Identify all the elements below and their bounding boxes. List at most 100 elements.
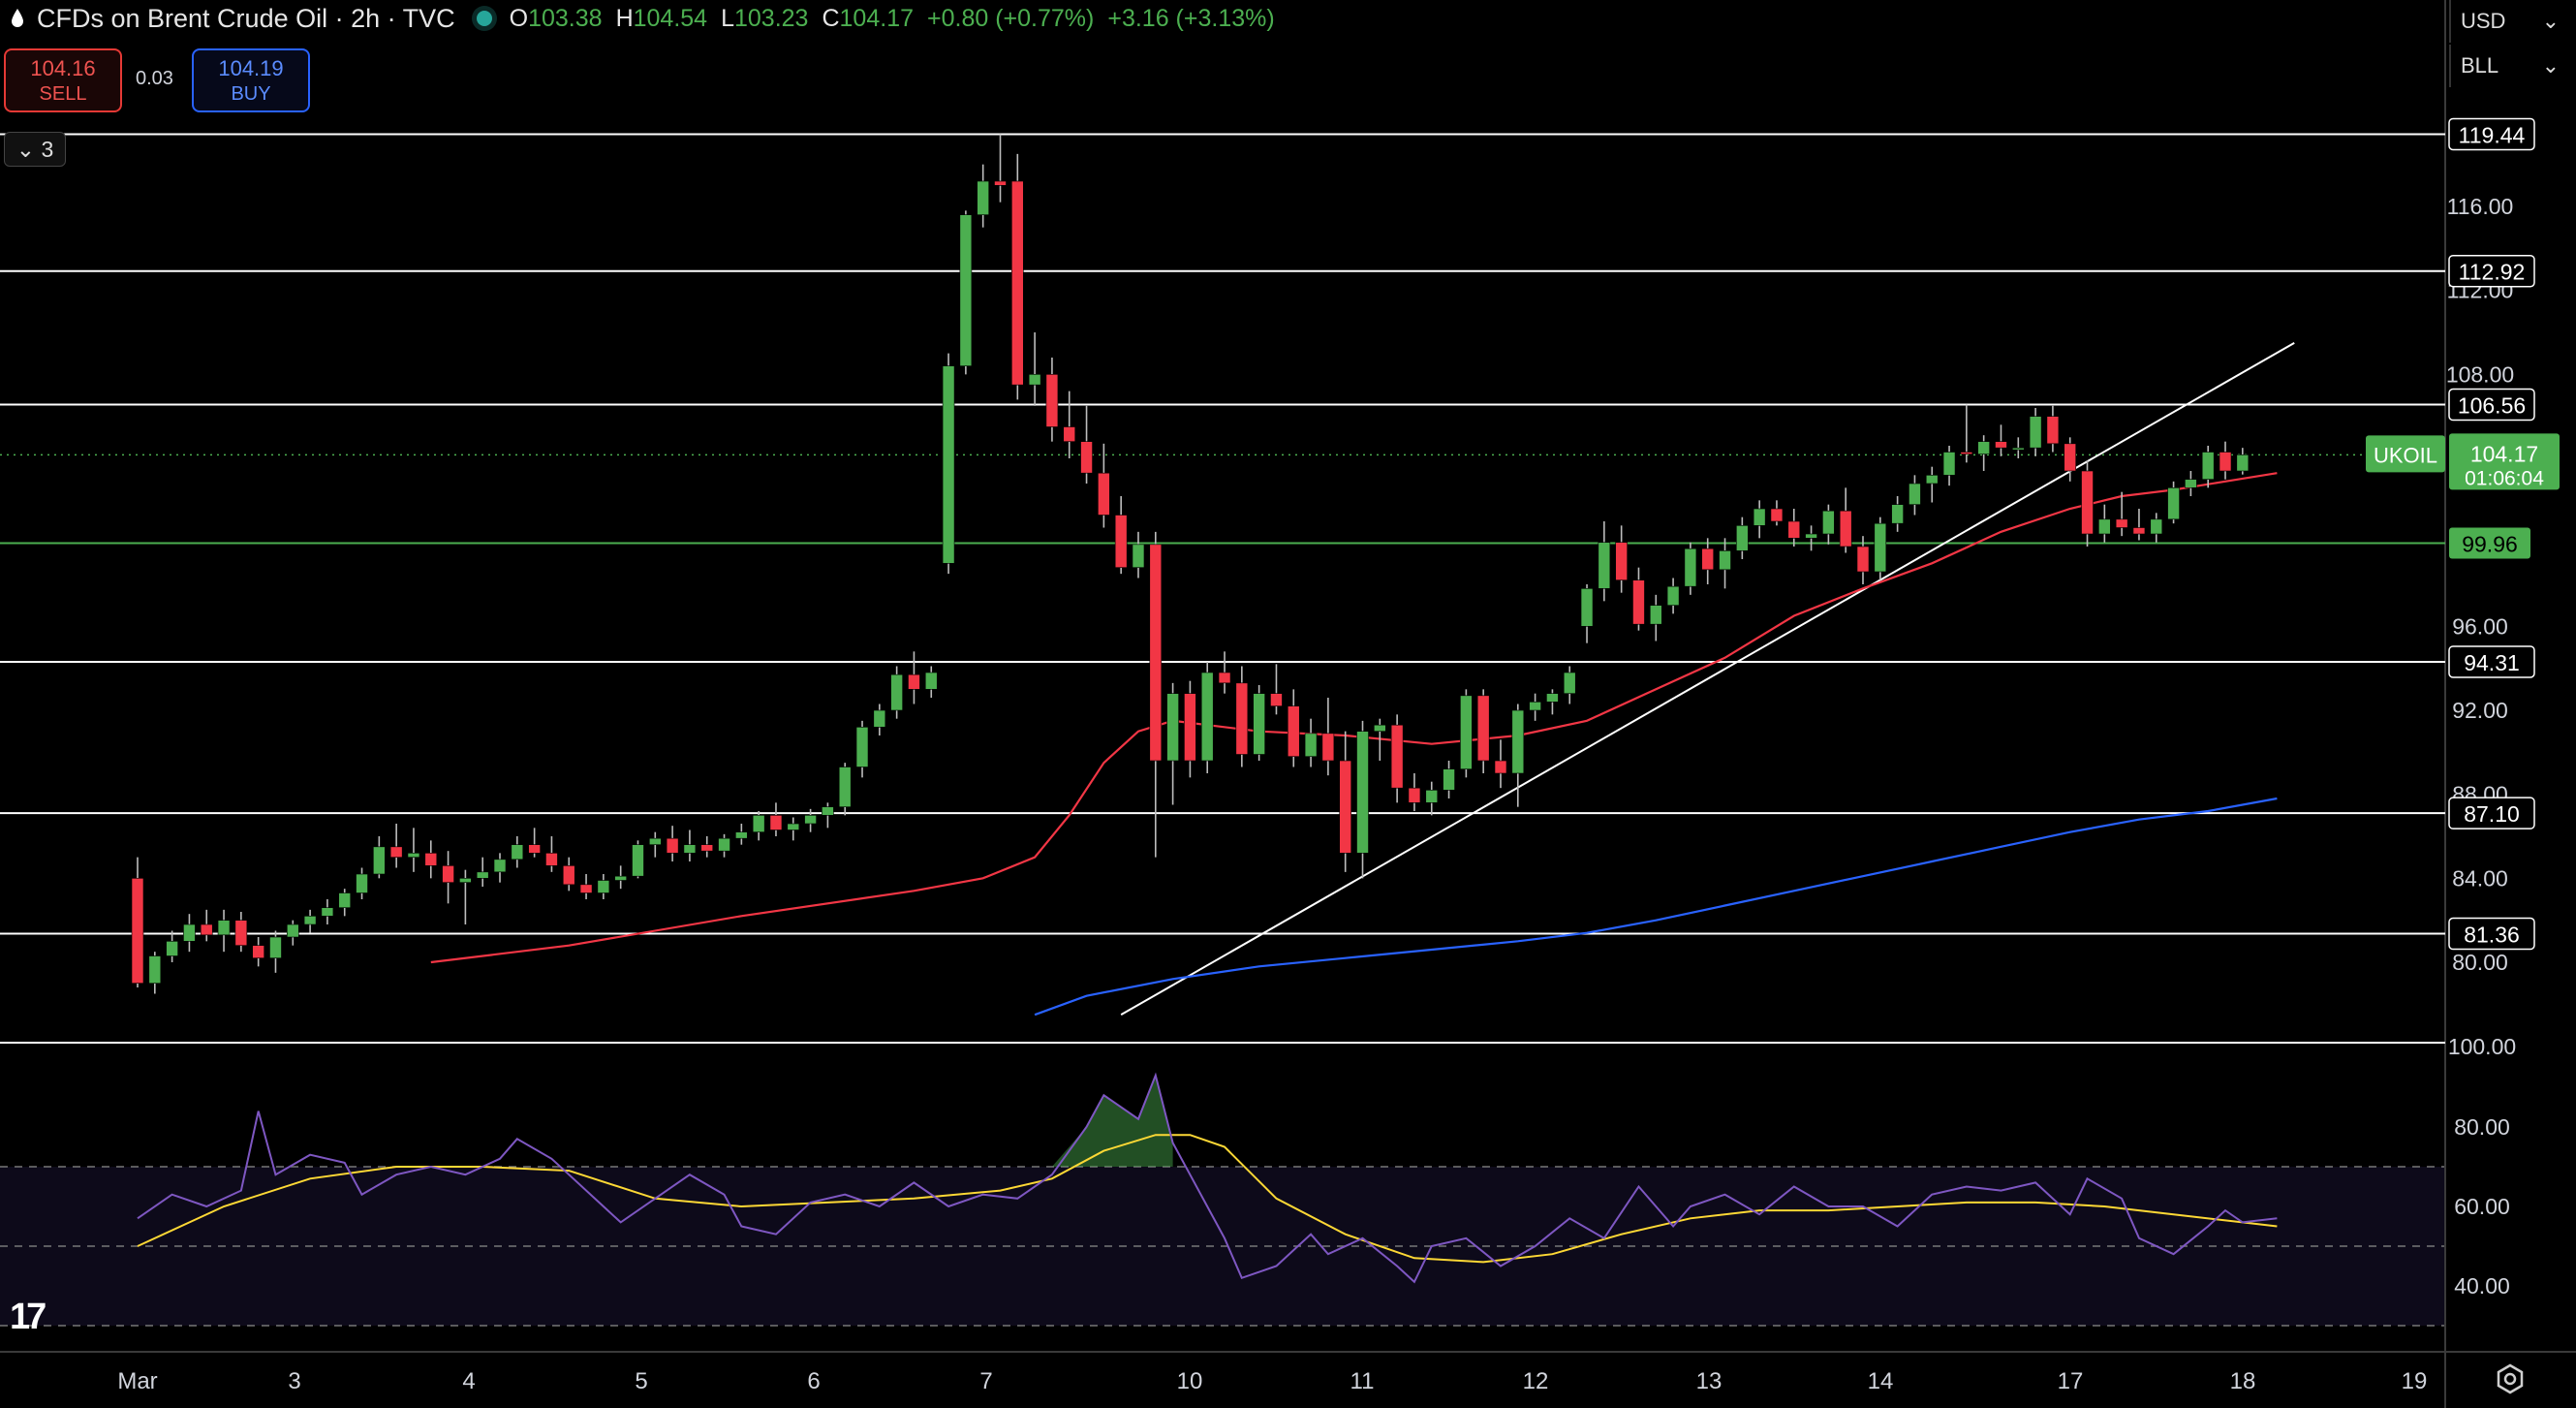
price-tick-label: 116.00	[2447, 194, 2514, 219]
symbol-tag-box	[2366, 435, 2445, 473]
main-pane	[131, 134, 2295, 1017]
candle	[838, 767, 852, 807]
sell-label: SELL	[39, 83, 87, 105]
low-value: 103.23	[734, 4, 809, 32]
candle	[2046, 416, 2060, 445]
candle	[442, 865, 454, 883]
candle	[614, 875, 627, 881]
candle	[1218, 672, 1231, 684]
price-tick-label: 108.00	[2446, 361, 2514, 387]
candle	[1304, 733, 1318, 757]
ohlc-readout: O103.38 H104.54 L103.23 C104.17 +0.80 (+0.77…	[509, 4, 1275, 32]
candle	[562, 865, 575, 886]
candle	[459, 878, 472, 883]
close-value: 104.17	[839, 4, 914, 32]
candle	[373, 846, 386, 875]
candle	[942, 365, 955, 564]
candle	[1736, 525, 1749, 551]
level-label: 119.44	[2459, 122, 2526, 147]
candle	[1287, 705, 1300, 757]
time-tick-label: 6	[807, 1368, 820, 1394]
candle	[407, 853, 420, 858]
symbol-title[interactable]: CFDs on Brent Crude Oil · 2h · TVC	[37, 3, 455, 33]
candle	[1666, 585, 1680, 606]
candle	[1494, 760, 1507, 774]
symbol-tag: UKOIL	[2374, 443, 2437, 467]
candle	[1511, 709, 1525, 774]
ma-fast-line	[430, 472, 2278, 964]
candle	[1425, 790, 1439, 803]
time-tick-label: 3	[288, 1368, 300, 1394]
candle	[286, 923, 299, 938]
candle	[166, 941, 178, 956]
level-label: 112.92	[2459, 260, 2526, 285]
candle	[648, 837, 662, 845]
level-label-box	[2448, 254, 2535, 288]
candle	[2029, 416, 2042, 449]
time-tick-label: 10	[1177, 1368, 1203, 1394]
time-tick-label: 13	[1696, 1368, 1723, 1394]
candle	[2098, 518, 2111, 535]
candle	[1787, 520, 1801, 539]
rsi-tick-label: 40.00	[2454, 1273, 2510, 1298]
indicators-toggle-button[interactable]: ⌄ 3	[4, 132, 66, 167]
symbol-header: CFDs on Brent Crude Oil · 2h · TVC O103.…	[0, 0, 1288, 37]
candle	[183, 923, 196, 942]
settings-gear-icon[interactable]	[2494, 1362, 2527, 1395]
candle	[1891, 504, 1904, 524]
candle	[718, 837, 730, 852]
candle	[1909, 483, 1921, 505]
candle	[303, 916, 317, 925]
level-label-box	[2448, 388, 2535, 422]
currency-select[interactable]: USD ⌄	[2449, 0, 2569, 43]
candle	[493, 859, 507, 873]
sell-button[interactable]: 104.16 SELL	[4, 48, 122, 112]
time-tick-label: 19	[2402, 1368, 2428, 1394]
candle	[1753, 508, 1766, 526]
candle	[217, 920, 231, 936]
candle	[632, 844, 644, 877]
candle	[1632, 579, 1645, 625]
unit-select[interactable]: BLL ⌄	[2449, 45, 2569, 87]
candle	[873, 709, 886, 728]
candle	[1684, 548, 1697, 587]
candle	[1719, 550, 1731, 571]
candle	[511, 844, 524, 860]
candle	[1615, 542, 1628, 580]
candle	[1856, 546, 1870, 573]
high-value: 104.54	[633, 4, 708, 32]
level-label-box	[2448, 645, 2535, 678]
ma-slow-line	[1034, 797, 2278, 1017]
candle	[1253, 693, 1265, 755]
buy-button[interactable]: 104.19 BUY	[192, 48, 310, 112]
candle	[2167, 487, 2180, 520]
candle	[1235, 682, 1249, 755]
chevron-down-icon: ⌄	[16, 137, 36, 162]
candle	[1443, 768, 1455, 791]
sell-price: 104.16	[30, 56, 96, 80]
candle	[1529, 702, 1541, 711]
candle	[1045, 374, 1059, 427]
rsi-tick-label: 80.00	[2454, 1114, 2510, 1140]
candle	[1184, 693, 1196, 762]
candle	[424, 853, 438, 866]
candle	[735, 831, 748, 839]
last-price-box	[2449, 433, 2560, 490]
chevron-down-icon: ⌄	[2541, 9, 2560, 33]
level-label: 87.10	[2464, 801, 2520, 827]
candle	[994, 180, 1007, 186]
candle	[1977, 441, 1990, 454]
candle	[752, 815, 765, 832]
candle	[1839, 510, 1852, 548]
time-tick-label: 12	[1523, 1368, 1549, 1394]
level-label-box	[2448, 117, 2535, 151]
candle	[977, 180, 989, 215]
candle	[389, 846, 403, 858]
candle	[1580, 588, 1594, 627]
candle	[1028, 374, 1041, 386]
level-label: 81.36	[2464, 923, 2520, 948]
time-tick-label: 7	[979, 1368, 992, 1394]
candle	[1114, 515, 1128, 568]
candle	[545, 853, 558, 866]
